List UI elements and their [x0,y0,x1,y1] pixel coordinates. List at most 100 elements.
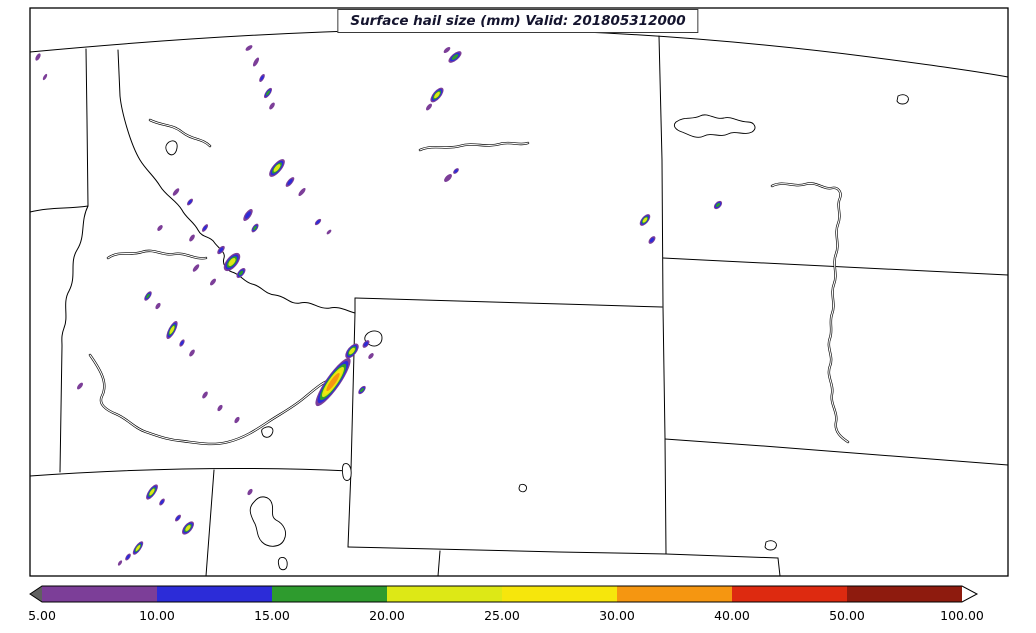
lake-shape [341,463,352,481]
colorbar-tick-label: 50.00 [829,608,865,623]
hail-cell [649,237,655,243]
colorbar-tick-label: 20.00 [369,608,405,623]
hail-cell [157,225,163,231]
hail-cell [202,391,208,399]
hail-cell [287,178,293,186]
hail-cell [135,545,141,551]
hail-cell [172,188,180,196]
hail-cell [434,91,440,99]
map-frame [29,7,1009,577]
hail-cell [426,103,432,111]
state-border-line [29,205,89,213]
hail-cell [247,488,253,496]
river-line [828,337,849,443]
hail-cell [234,416,240,424]
state-border-line [347,546,779,559]
state-border-line [658,35,667,555]
state-border-line [777,557,781,577]
colorbar-segment [502,586,617,602]
hail-cell [363,341,369,347]
hail-cell [265,90,271,96]
colorbar-segment [617,586,732,602]
hail-cell [443,47,451,53]
river-line [107,250,207,259]
hail-cell [203,225,207,231]
hail-cell [368,353,374,359]
state-border-line [354,297,663,308]
state-border-line [437,550,441,577]
hail-cell [252,57,260,67]
colorbar-segment [732,586,847,602]
hail-cell [245,211,251,219]
hail-cell [360,387,364,393]
river-line [89,354,335,445]
state-border-line [664,438,1009,466]
hail-cell [298,187,306,197]
hail-cell [326,229,332,235]
hail-cell [185,525,191,531]
plot-title: Surface hail size (mm) Valid: 2018053120… [337,9,699,33]
hail-cell [180,340,184,346]
lake-shape [518,483,527,493]
colorbar: 5.00 10.00 15.00 20.00 25.00 30.00 40.00 50.00 1… [28,585,984,623]
colorbar-tick-label: 15.00 [254,608,290,623]
hail-cell [126,554,130,560]
river-line [419,142,529,151]
colorbar-tick-label: 10.00 [139,608,175,623]
hail-cell [210,278,216,286]
hail-cell [253,225,257,231]
hail-cell [218,247,224,253]
colorbar-tick-label: 100.00 [940,608,984,623]
hail-cell [42,73,48,81]
hail-cell [238,270,244,276]
state-border-line [85,48,89,207]
state-border-line [59,205,89,473]
hail-cell [451,54,459,60]
lake-shape [165,140,178,156]
hail-cell [715,202,721,208]
state-border-line [205,469,215,577]
hail-cell [349,347,355,355]
state-border-line [347,297,356,548]
colorbar-over-arrow [962,586,977,602]
hail-cell [35,53,41,61]
state-border-line [662,257,1009,276]
colorbar-segment [847,586,962,602]
lake-shape [277,557,288,571]
colorbar-tick-label: 40.00 [714,608,750,623]
colorbar-outline [29,585,979,603]
state-borders [29,28,1009,577]
hail-cell [176,515,180,521]
hail-cell [77,382,83,390]
colorbar-segment [272,586,387,602]
rivers [88,118,850,446]
hail-cell [188,199,192,205]
colorbar-segment [42,586,157,602]
hail-cell [260,75,264,81]
hail-contours [35,45,723,566]
hail-cell [189,349,195,357]
lake-shape [673,114,756,138]
hail-cell [228,258,236,266]
hail-cell [217,404,223,412]
hail-cell [155,302,161,310]
lake-shape [764,540,777,551]
lake-shape [896,94,909,105]
hail-cell [273,164,281,172]
lake-shape [261,426,274,438]
hail-cell [149,488,155,496]
hail-cell [189,234,195,242]
colorbar-segment [387,586,502,602]
hail-cell [454,169,458,173]
lakes [165,94,909,571]
river-line [771,182,842,339]
hail-cell [326,372,340,392]
colorbar-segment [157,586,272,602]
hail-cell [146,293,150,299]
hail-cell [444,174,452,182]
state-border-line [29,468,351,477]
hail-cell [245,45,253,51]
colorbar-tick-label: 30.00 [599,608,635,623]
hail-cell [117,560,123,566]
hail-cell [192,264,200,272]
